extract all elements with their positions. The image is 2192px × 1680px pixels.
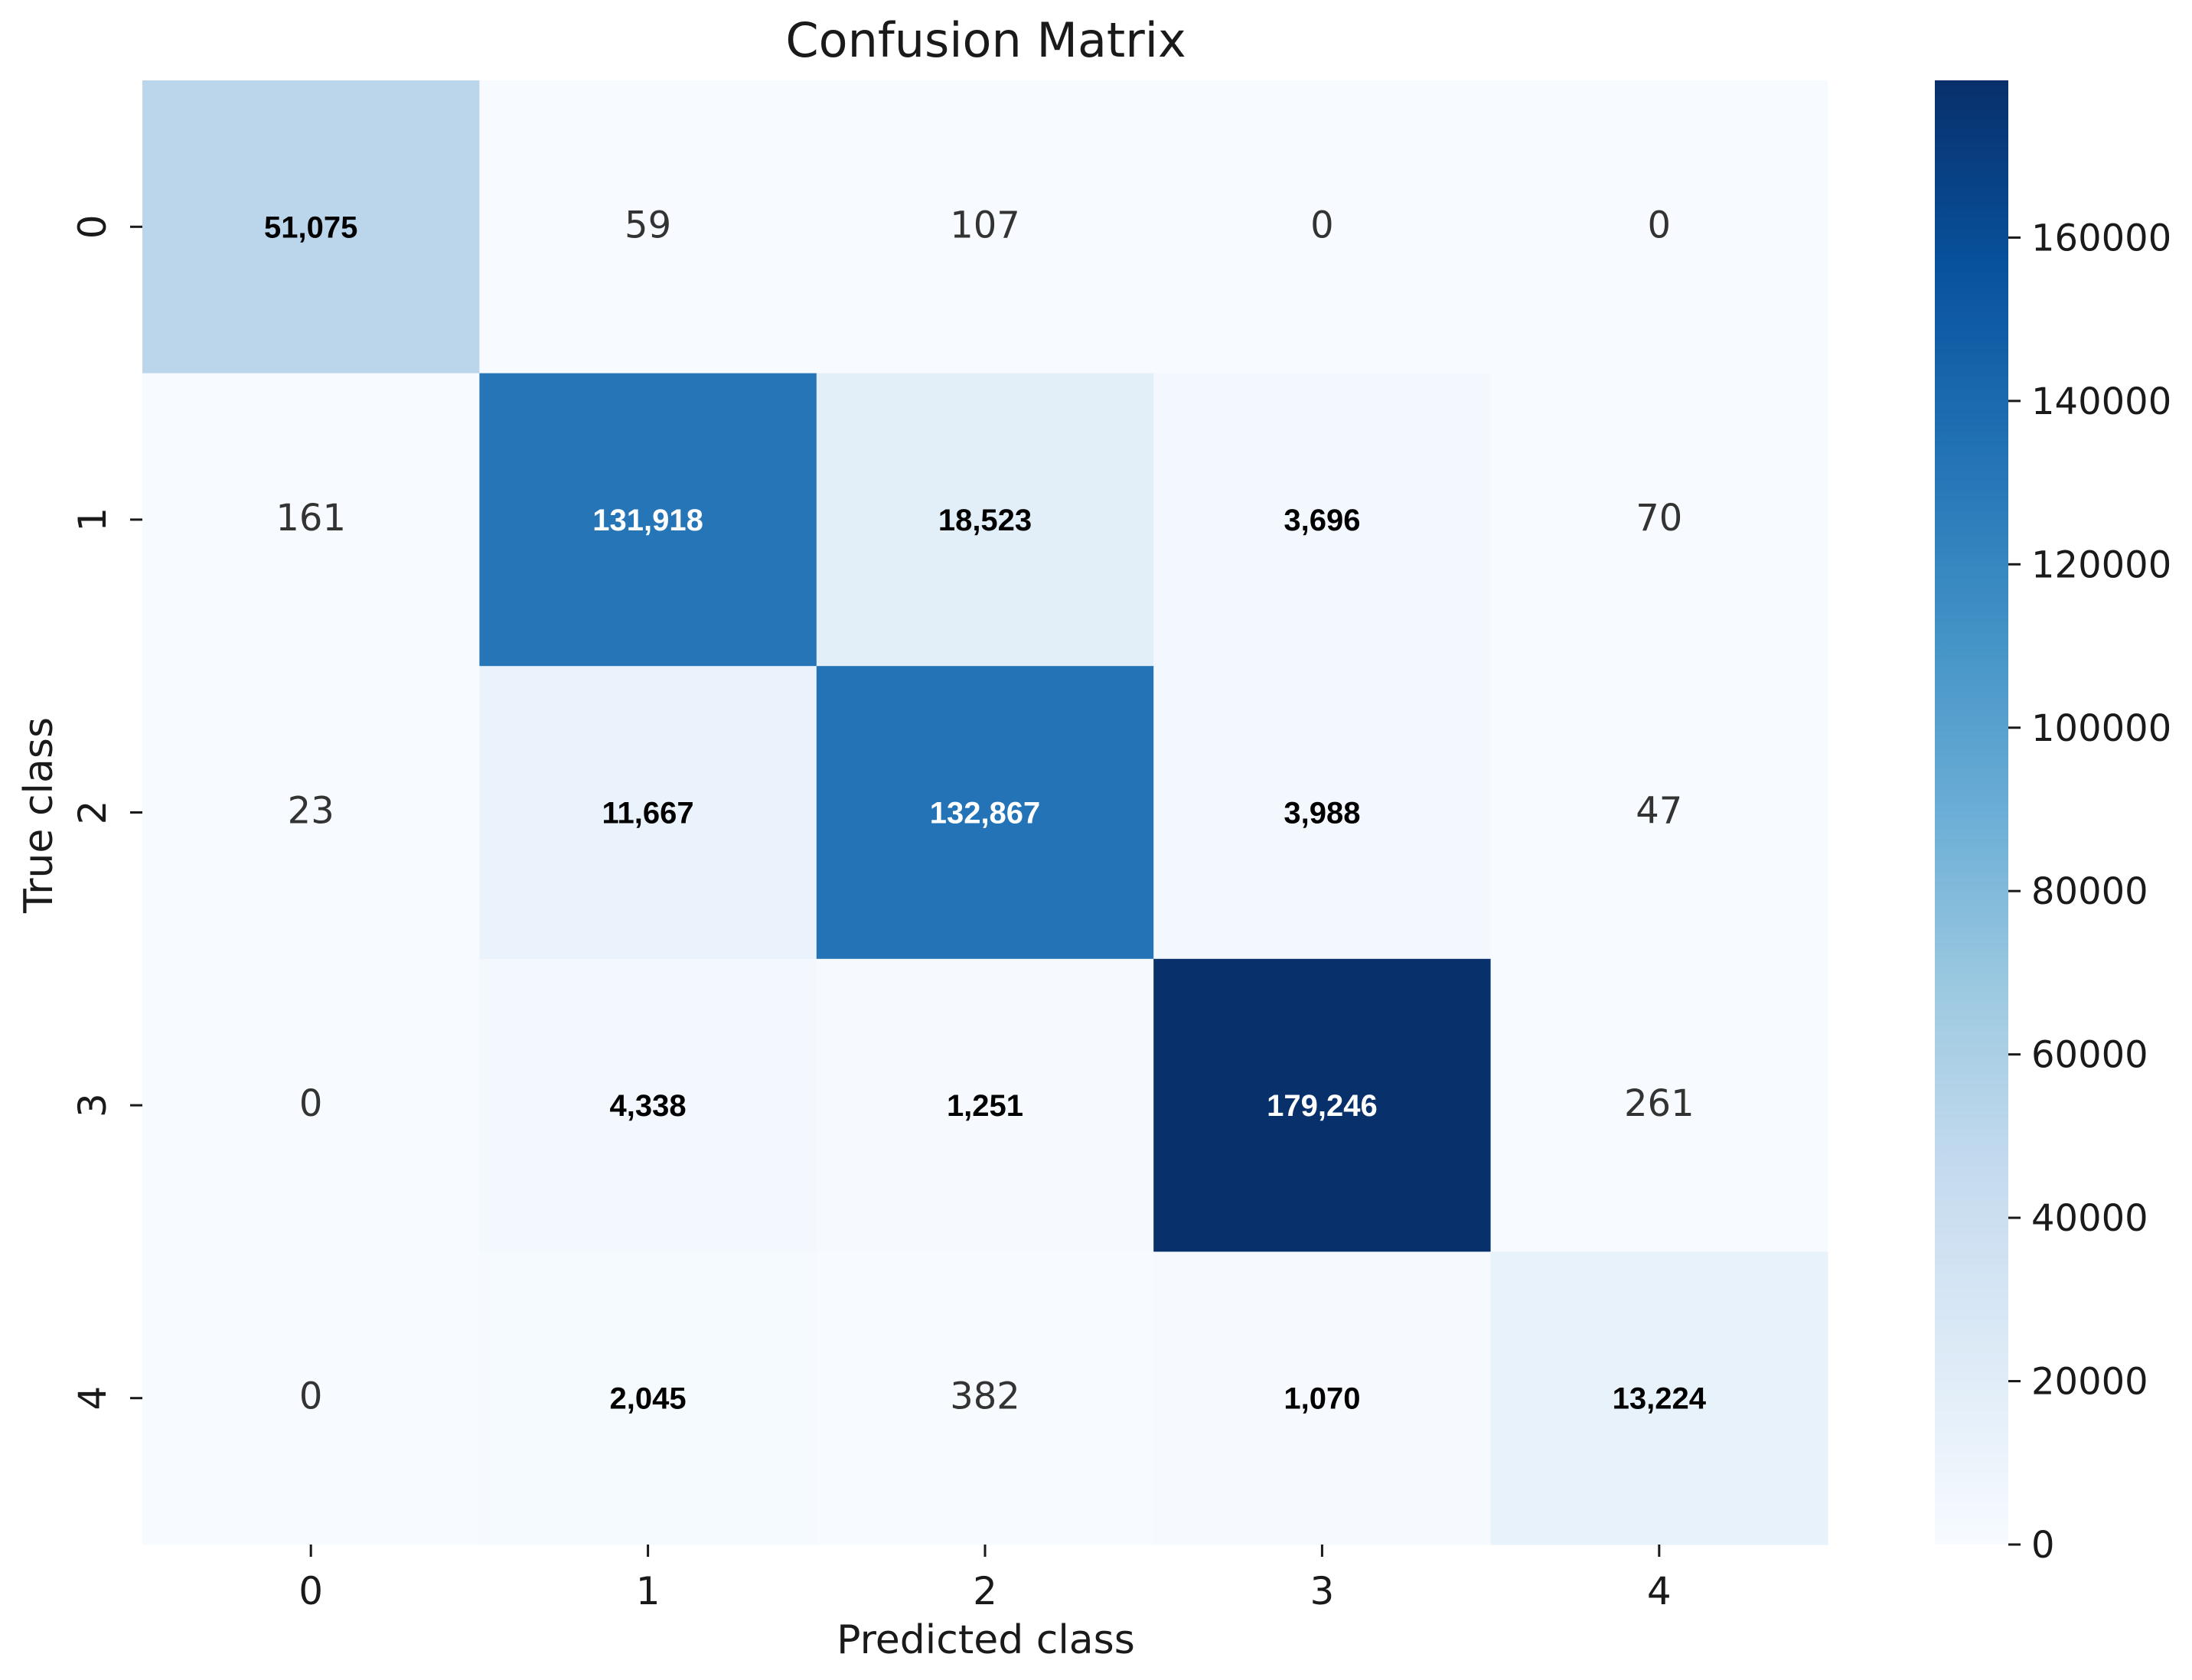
colorbar-tick-label-60000: 60000 bbox=[2031, 1034, 2148, 1077]
heatmap-cell-4-1 bbox=[479, 1251, 817, 1545]
cell-label-0-2: 107 bbox=[950, 204, 1020, 246]
x-tick-label-4: 4 bbox=[1647, 1569, 1672, 1613]
cell-label-3-0: 0 bbox=[299, 1082, 323, 1125]
heatmap-cell-3-1 bbox=[479, 958, 817, 1252]
x-axis-ticks: 0 1 2 3 4 bbox=[298, 1545, 1672, 1613]
cell-label-1-2: 18,523 bbox=[938, 504, 1032, 537]
cell-label-1-3: 3,696 bbox=[1284, 504, 1360, 537]
y-tick-label-1: 1 bbox=[70, 507, 115, 532]
x-tick-label-3: 3 bbox=[1310, 1569, 1334, 1613]
colorbar-tick-label-0: 0 bbox=[2031, 1524, 2055, 1567]
cell-label-4-3: 1,070 bbox=[1284, 1382, 1360, 1416]
heatmap-cell-1-1 bbox=[479, 373, 817, 667]
cell-label-1-0: 161 bbox=[276, 497, 346, 540]
cell-label-2-3: 3,988 bbox=[1284, 797, 1360, 830]
colorbar-tick-label-40000: 40000 bbox=[2031, 1197, 2148, 1240]
cell-label-4-2: 382 bbox=[950, 1375, 1020, 1418]
cell-label-1-1: 131,918 bbox=[592, 504, 703, 537]
cell-label-3-4: 261 bbox=[1624, 1082, 1695, 1125]
x-tick-label-0: 0 bbox=[298, 1569, 323, 1613]
heatmap-cell-4-3 bbox=[1153, 1251, 1492, 1545]
cell-label-4-0: 0 bbox=[299, 1375, 323, 1418]
cell-label-0-0: 51,075 bbox=[264, 210, 357, 244]
colorbar-tick-label-100000: 100000 bbox=[2031, 707, 2171, 750]
colorbar bbox=[1935, 80, 2008, 1545]
cell-label-2-2: 132,867 bbox=[930, 797, 1041, 830]
colorbar-tick-label-20000: 20000 bbox=[2031, 1361, 2148, 1404]
heatmap-cell-4-0 bbox=[142, 1251, 480, 1545]
heatmap-cell-3-3 bbox=[1153, 958, 1492, 1252]
heatmap-cell-2-4 bbox=[1490, 666, 1828, 960]
heatmap-cell-2-2 bbox=[816, 666, 1154, 960]
heatmap-cells: 51,075 59 107 0 0 161 131,918 18,523 3,696 70 23 11… bbox=[142, 80, 1828, 1545]
colorbar-ticks: 0 20000 40000 60000 80000 100000 120000 140000 1… bbox=[2008, 217, 2171, 1567]
heatmap-cell-2-0 bbox=[142, 666, 480, 960]
heatmap-cell-2-1 bbox=[479, 666, 817, 960]
cell-label-0-4: 0 bbox=[1648, 204, 1672, 246]
cell-label-0-1: 59 bbox=[625, 204, 671, 246]
cell-label-1-4: 70 bbox=[1636, 497, 1682, 540]
heatmap-cell-0-1 bbox=[479, 80, 817, 374]
y-axis-label: True class bbox=[16, 717, 62, 914]
heatmap-cell-1-0 bbox=[142, 373, 480, 667]
x-axis-label: Predicted class bbox=[837, 1617, 1135, 1663]
cell-label-0-3: 0 bbox=[1310, 204, 1334, 246]
heatmap-cell-1-2 bbox=[816, 373, 1154, 667]
colorbar-tick-label-80000: 80000 bbox=[2031, 870, 2148, 913]
cell-label-4-1: 2,045 bbox=[610, 1382, 687, 1416]
heatmap-cell-2-3 bbox=[1153, 666, 1492, 960]
y-tick-label-4: 4 bbox=[70, 1386, 115, 1411]
heatmap-cell-1-3 bbox=[1153, 373, 1492, 667]
heatmap-cell-0-2 bbox=[816, 80, 1154, 374]
cell-label-2-4: 47 bbox=[1636, 790, 1682, 833]
cell-label-3-3: 179,246 bbox=[1267, 1089, 1378, 1123]
cell-label-2-0: 23 bbox=[288, 790, 334, 833]
colorbar-tick-label-120000: 120000 bbox=[2031, 543, 2171, 586]
heatmap-cell-3-2 bbox=[816, 958, 1154, 1252]
y-tick-label-3: 3 bbox=[70, 1093, 115, 1117]
heatmap-cell-3-0 bbox=[142, 958, 480, 1252]
heatmap-cell-0-3 bbox=[1153, 80, 1492, 374]
colorbar-tick-label-160000: 160000 bbox=[2031, 217, 2171, 259]
cell-label-2-1: 11,667 bbox=[602, 797, 694, 830]
x-tick-label-1: 1 bbox=[636, 1569, 661, 1613]
chart-title: Confusion Matrix bbox=[785, 12, 1186, 68]
heatmap-cell-4-4 bbox=[1490, 1251, 1828, 1545]
y-tick-label-2: 2 bbox=[70, 801, 115, 825]
cell-label-3-1: 4,338 bbox=[610, 1089, 687, 1123]
colorbar-gradient bbox=[1935, 80, 2008, 1545]
heatmap-cell-3-4 bbox=[1490, 958, 1828, 1252]
cell-label-4-4: 13,224 bbox=[1613, 1382, 1707, 1416]
cell-label-3-2: 1,251 bbox=[947, 1089, 1023, 1123]
y-axis-ticks: 0 1 2 3 4 bbox=[70, 214, 142, 1411]
x-tick-label-2: 2 bbox=[973, 1569, 997, 1613]
heatmap-cell-0-4 bbox=[1490, 80, 1828, 374]
y-tick-label-0: 0 bbox=[70, 214, 115, 239]
heatmap-cell-4-2 bbox=[816, 1251, 1154, 1545]
heatmap-cell-1-4 bbox=[1490, 373, 1828, 667]
colorbar-tick-label-140000: 140000 bbox=[2031, 380, 2171, 423]
heatmap-cell-0-0 bbox=[142, 80, 480, 374]
